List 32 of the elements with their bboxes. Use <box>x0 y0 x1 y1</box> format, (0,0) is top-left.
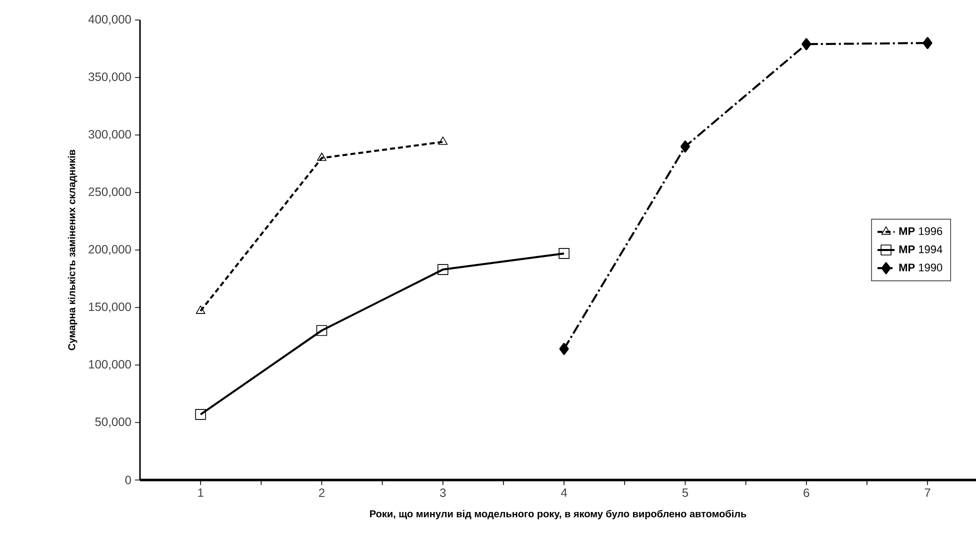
y-tick-label: 250,000 <box>88 188 131 198</box>
point <box>802 38 812 50</box>
point <box>316 325 328 336</box>
point <box>558 248 570 259</box>
y-axis-title: Сумарна кількість замінених складників <box>68 150 78 350</box>
y-tick-label: 100,000 <box>89 360 131 370</box>
point <box>317 152 326 161</box>
point <box>922 36 932 49</box>
y-tick-label: 300,000 <box>88 130 131 140</box>
y-tick-label: 400,000 <box>88 15 131 25</box>
point <box>438 264 448 275</box>
point <box>438 136 448 145</box>
legend-label: MP 1996 <box>899 227 942 236</box>
x-tick-label: 3 <box>440 488 446 498</box>
y-tick-label: 350,000 <box>88 72 131 82</box>
x-tick-label: 4 <box>561 488 568 497</box>
x-tick-label: 1 <box>198 488 204 497</box>
x-tick-label: 2 <box>319 488 324 497</box>
point <box>680 140 690 152</box>
x-tick-label: 5 <box>682 488 688 497</box>
legend-label: MP 1990 <box>899 264 942 272</box>
x-axis-title: Роки, що минули від модельного року, в якому було вироблено автомобіль <box>370 510 746 520</box>
x-tick-label: 6 <box>804 488 810 498</box>
y-tick-label: 0 <box>125 476 132 484</box>
point <box>195 409 206 420</box>
y-tick-label: 150,000 <box>89 302 131 312</box>
x-tick-label: 7 <box>924 488 930 497</box>
point <box>196 306 206 314</box>
legend-label: MP 1994 <box>899 245 942 254</box>
y-tick-label: 50,000 <box>95 418 131 428</box>
point <box>559 342 569 355</box>
y-tick-label: 200,000 <box>88 245 131 255</box>
